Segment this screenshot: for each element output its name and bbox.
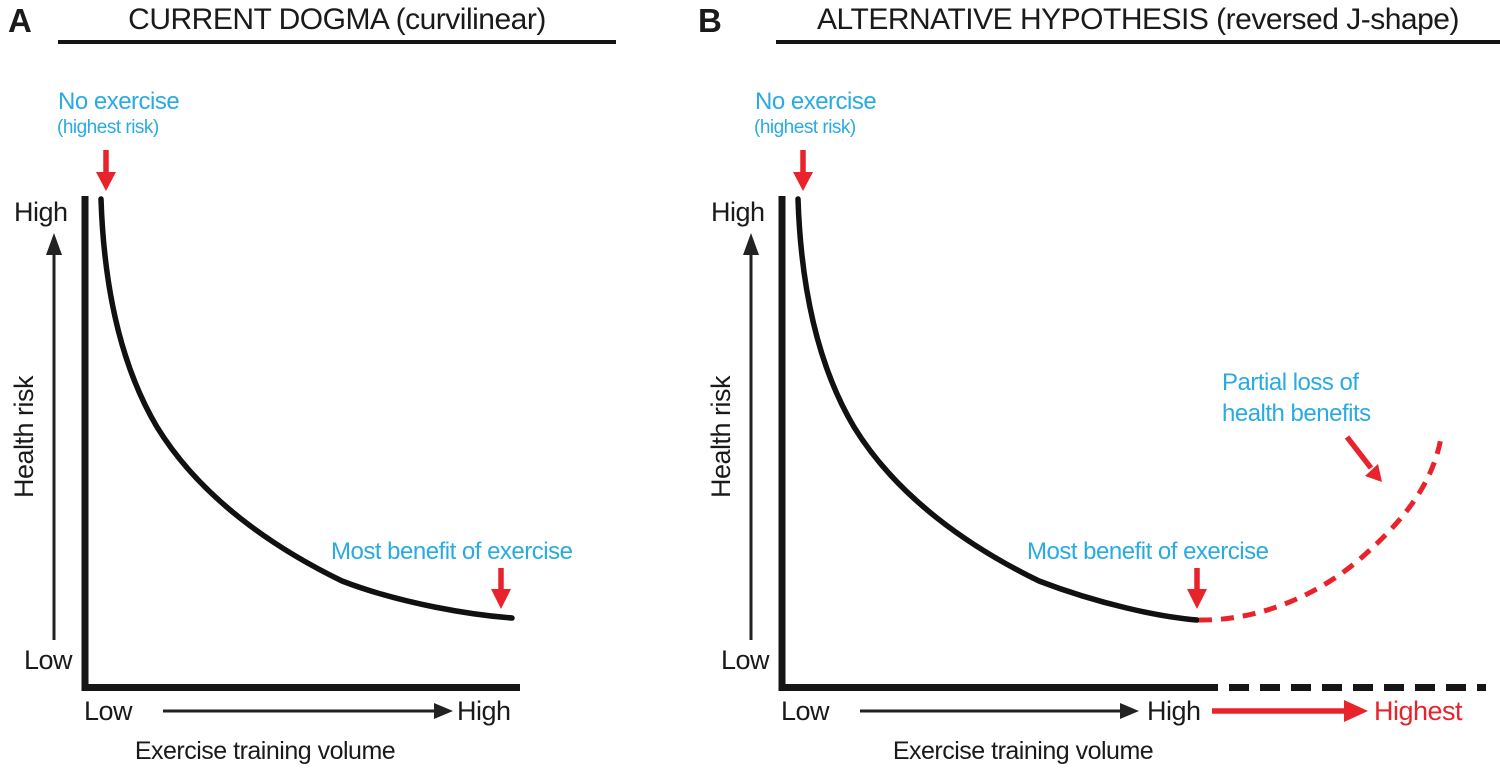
panel-a-no-exercise-arrowhead [96,172,116,191]
panel-b-no-exercise-arrowhead [793,172,813,191]
panel-a-no-exercise-label: No exercise [58,88,180,115]
panel-a-axes [81,196,520,691]
panel-b-yaxis-low-label: Low [721,645,770,675]
panel-b-xaxis-highest-label: Highest [1374,696,1463,726]
panel-b-no-exercise-label: No exercise [755,88,877,115]
panel-b-yaxis-high-label: High [711,197,765,227]
panel-b-reversed-j-dashed-curve [1198,437,1444,623]
panel-a-yaxis-low-label: Low [24,645,73,675]
panel-b-risk-curve [795,196,1200,623]
panel-a-yaxis-high-label: High [14,197,68,227]
panel-b-axes [778,196,1218,691]
panel-a-most-benefit-label: Most benefit of exercise [331,538,573,565]
panel-b-letter: B [698,2,722,39]
panel-b-xaxis-title: Exercise training volume [892,737,1154,765]
panel-b-xaxis-high-label: High [1147,696,1201,726]
panel-b-title: ALTERNATIVE HYPOTHESIS (reversed J-shape… [776,1,1500,44]
panel-a-most-benefit-arrowhead [491,589,511,609]
panel-a-xaxis-high-label: High [457,696,511,726]
panel-a-letter: A [8,2,32,39]
panel-a-risk-curve [98,196,515,621]
panel-b-partial-loss-arrow-shaft [1344,435,1374,470]
panel-a-xaxis-arrowhead [434,703,453,719]
panel-a-xaxis-title: Exercise training volume [134,737,396,765]
panel-b-partial-loss-line2: health benefits [1222,400,1371,427]
panel-b-highest-risk-label: (highest risk) [754,117,856,138]
panel-b-partial-loss-line1: Partial loss of [1222,369,1359,396]
panel-a-highest-risk-label: (highest risk) [57,117,159,138]
panel-b-most-benefit-arrowhead [1187,589,1207,609]
panel-b-highest-arrowhead [1344,700,1368,722]
panel-b-most-benefit-label: Most benefit of exercise [1027,538,1269,565]
panel-b-yaxis-title: Health risk [706,375,736,499]
panel-a-yaxis-arrowhead [46,233,62,255]
panel-b-xaxis-arrowhead [1120,703,1139,719]
panel-b-partial-loss-label: Partial loss of health benefits [1222,367,1371,429]
panel-b-partial-loss-arrowhead [1365,464,1382,482]
panel-b-xaxis-low-label: Low [781,696,830,726]
panel-b-yaxis-arrowhead [743,233,759,255]
panel-a-yaxis-title: Health risk [9,375,39,499]
panel-a-xaxis-low-label: Low [84,696,133,726]
panel-a-title: CURRENT DOGMA (curvilinear) [58,1,616,44]
